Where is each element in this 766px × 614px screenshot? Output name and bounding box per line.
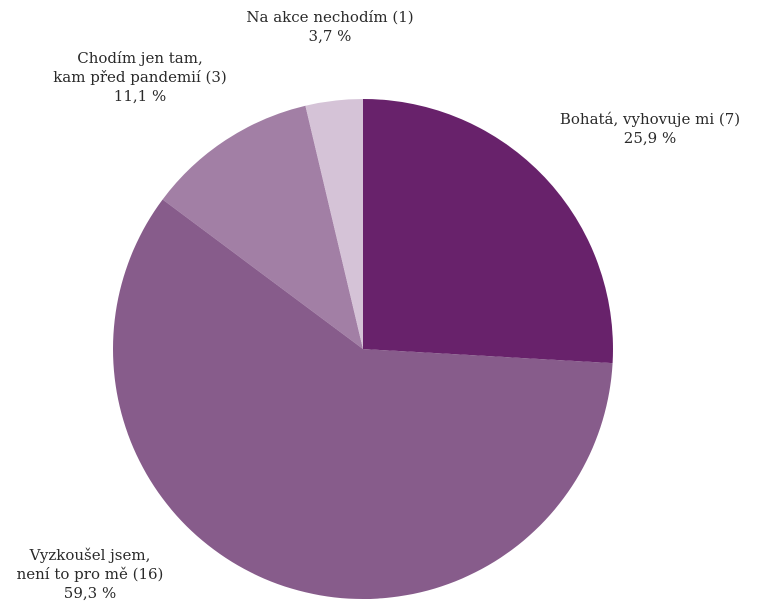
slice-percent-3: 3,7 % [309,27,352,45]
slice-label-1: Vyzkoušel jsem, není to pro mě (16) 59,3 % [17,546,164,602]
slice-percent-0: 25,9 % [624,129,676,147]
pie-slice-3 [305,99,363,349]
pie-labels: Bohatá, vyhovuje mi (7) 25,9 % Vyzkoušel j… [17,8,741,602]
pie-slices [112,99,613,599]
slice-label-line-1-1: není to pro mě (16) [17,565,164,583]
slice-label-line-2-0: Chodím jen tam, [77,49,202,67]
slice-label-line-0-0: Bohatá, vyhovuje mi (7) [560,110,740,128]
slice-label-2: Chodím jen tam, kam před pandemií (3) 11,1… [53,49,227,105]
pie-slice-0 [363,99,613,364]
slice-percent-2: 11,1 % [114,87,166,105]
slice-label-0: Bohatá, vyhovuje mi (7) 25,9 % [560,110,740,147]
slice-label-line-3-0: Na akce nechodím (1) [246,8,413,26]
slice-percent-1: 59,3 % [64,584,116,602]
pie-slice-1 [112,199,613,599]
slice-label-3: Na akce nechodím (1) 3,7 % [246,8,413,45]
slice-label-line-2-1: kam před pandemií (3) [53,68,227,86]
slice-label-line-1-0: Vyzkoušel jsem, [29,546,151,564]
pie-slice-2 [162,105,363,349]
